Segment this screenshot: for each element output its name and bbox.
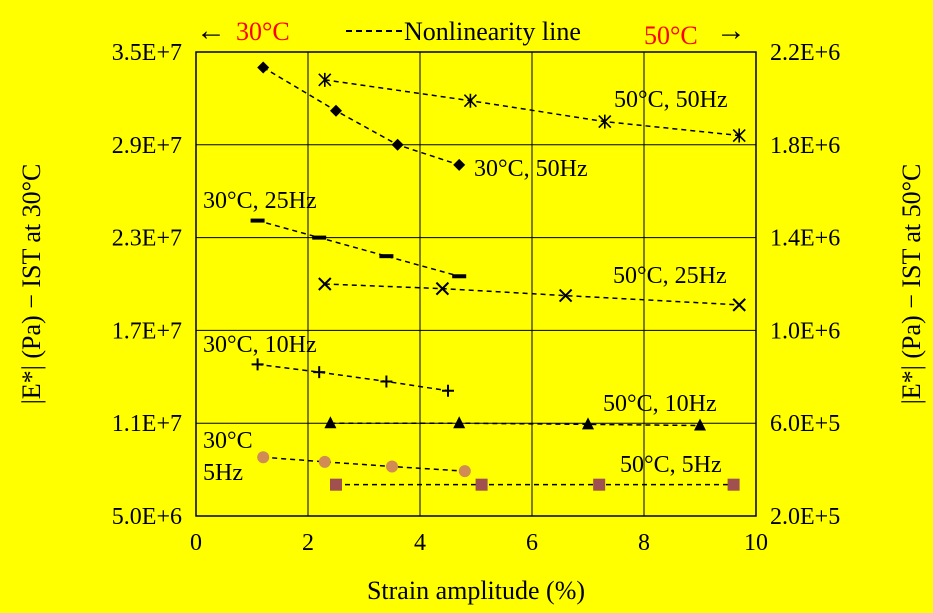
y-axis-left-label: |E*| (Pa) − IST at 30°C: [17, 164, 46, 405]
legend: ← 30°C Nonlinearity line 50°C →: [196, 14, 746, 50]
x-tick-label: 10: [744, 530, 768, 556]
grid: [196, 52, 756, 516]
x-tick-label: 0: [190, 530, 202, 556]
data-point-triangle: [582, 417, 594, 430]
data-point-diamond: [330, 104, 342, 117]
plot-frame: [195, 51, 757, 517]
series-line-4: [324, 79, 740, 137]
data-point-dash: [250, 218, 265, 223]
annotation-5hz: 5Hz: [203, 460, 243, 486]
series-7-markers: [330, 478, 740, 491]
annotation-50c-5hz: 50°C, 5Hz: [620, 452, 722, 478]
data-point-x: [558, 288, 573, 303]
annotation-30c-25hz: 30°C, 25Hz: [203, 188, 317, 214]
series-line-3: [263, 456, 465, 472]
data-point-x: [318, 277, 332, 291]
data-point-star: [318, 72, 332, 87]
data-point-star: [732, 128, 746, 143]
y-right-tick-label: 1.8E+6: [770, 133, 840, 159]
data-point-star: [463, 93, 477, 108]
data-point-square: [593, 478, 606, 491]
series-6-markers: [324, 416, 706, 431]
legend-line-text: Nonlinearity line: [404, 17, 581, 46]
legend-left-arrow: ←: [196, 14, 226, 47]
legend-right-text: 50°C: [644, 21, 698, 50]
nonlinearity-lines: [257, 66, 740, 486]
annotation-30c-10hz: 30°C, 10Hz: [203, 332, 317, 358]
data-point-plus: [442, 384, 454, 397]
y-left-tick-label: 2.9E+7: [112, 133, 182, 159]
data-point-plus: [251, 358, 264, 371]
series-3-markers: [257, 451, 471, 478]
series-line-1: [257, 219, 460, 277]
x-tick-label: 4: [414, 530, 426, 556]
annotation-50c-50hz: 50°C, 50Hz: [614, 87, 728, 113]
data-point-plus: [380, 375, 393, 388]
y-axis-right-label: |E*| (Pa) − IST at 50°C: [897, 164, 926, 405]
y-left-tick-label: 3.5E+7: [112, 40, 182, 66]
data-point-x: [732, 298, 746, 312]
annotation-30c: 30°C: [203, 428, 253, 454]
legend-right-arrow: →: [716, 14, 746, 47]
y-left-tick-label: 1.1E+7: [112, 411, 182, 437]
y-right-tick-label: 6.0E+5: [770, 411, 840, 437]
data-point-x: [435, 281, 450, 296]
annotation-50c-25hz: 50°C, 25Hz: [613, 263, 727, 289]
data-point-triangle: [453, 416, 466, 429]
y-right-tick-label: 1.0E+6: [770, 318, 840, 344]
data-point-dash: [452, 274, 467, 279]
x-tick-label: 2: [302, 530, 314, 556]
data-point-circle: [318, 455, 331, 468]
y-left-tick-label: 1.7E+7: [112, 318, 182, 344]
y-right-tick-label: 1.4E+6: [770, 226, 840, 252]
data-point-square: [475, 478, 488, 491]
y-right-tick-label: 2.2E+6: [770, 40, 840, 66]
series-2-markers: [251, 358, 454, 397]
y-left-tick-label: 2.3E+7: [112, 226, 182, 252]
data-point-dash: [312, 235, 327, 240]
data-point-plus: [313, 366, 326, 379]
series-line-0: [262, 66, 460, 166]
series-line-6: [330, 422, 701, 427]
data-point-triangle: [324, 416, 337, 429]
x-tick-label: 6: [526, 530, 538, 556]
x-tick-label: 8: [638, 530, 650, 556]
data-point-dash: [379, 254, 394, 259]
y-right-tick-label: 2.0E+5: [770, 504, 840, 530]
data-point-circle: [257, 451, 270, 464]
data-point-circle: [386, 460, 398, 473]
data-point-diamond: [453, 158, 466, 171]
series-line-2: [257, 363, 449, 392]
data-point-square: [330, 478, 342, 491]
data-point-diamond: [257, 61, 270, 74]
data-point-diamond: [391, 138, 404, 151]
data-point-star: [598, 114, 612, 129]
data-point-circle: [458, 465, 471, 478]
x-axis-label: Strain amplitude (%): [367, 576, 585, 605]
y-left-tick-label: 5.0E+6: [112, 504, 182, 530]
series-1-markers: [250, 218, 467, 279]
data-point-square: [727, 478, 740, 491]
legend-left-text: 30°C: [236, 17, 290, 46]
series-line-5: [324, 283, 740, 306]
data-point-triangle: [694, 418, 706, 431]
data-marks: [250, 61, 746, 491]
annotation-50c-10hz: 50°C, 10Hz: [603, 391, 717, 417]
series-0-markers: [257, 61, 466, 171]
tick-labels: 0 2 4 6 8 10 5.0E+6 1.1E+7 1.7E+7 2.3E+7 2.9E+7 3.5…: [112, 40, 840, 556]
series-4-markers: [318, 72, 746, 143]
annotation-30c-50hz: 30°C, 50Hz: [474, 156, 588, 182]
series-5-markers: [318, 277, 746, 312]
